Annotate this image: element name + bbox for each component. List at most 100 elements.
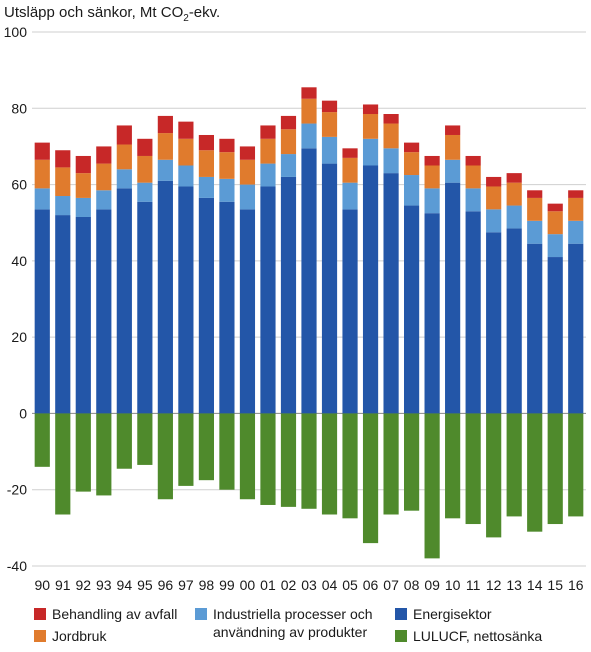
legend-swatch-avfall [34,608,46,620]
legend-label-jordbruk: Jordbruk [52,628,107,644]
bar-segment-lulucf [75,413,91,492]
bar-segment-energisektor [280,176,297,414]
bar-segment-energisektor [219,201,235,414]
bar-segment-industriella [568,220,584,244]
bar-segment-behandling [321,100,338,113]
bar-segment-jordbruk [219,152,235,179]
bar-segment-industriella [506,205,522,229]
bar-segment-industriella [301,123,317,149]
bar-segment-jordbruk [116,144,132,170]
bar-segment-jordbruk [527,197,543,221]
bar-segment-energisektor [445,182,461,414]
bar-segment-behandling [342,148,358,158]
bar-segment-industriella [137,182,153,202]
bar-segment-behandling [547,203,563,212]
bar-segment-lulucf [96,413,112,496]
legend-swatch-lulucf [395,630,407,642]
y-tick-label: 0 [19,405,27,421]
bar-segment-industriella [55,196,71,216]
bar-segment-jordbruk [137,155,153,183]
x-tick-label: 13 [506,577,522,593]
bar-segment-behandling [465,155,481,166]
bar-segment-industriella [404,175,420,206]
bar-segment-lulucf [260,413,276,505]
bar-segment-jordbruk [506,182,522,206]
bar-segment-energisektor [239,209,256,414]
bar-segment-industriella [547,234,563,258]
legend-swatch-industri [195,608,207,620]
bar-segment-energisektor [527,243,543,414]
bar-segment-jordbruk [239,159,256,185]
bar-segment-jordbruk [362,114,379,139]
bar-segment-lulucf [116,413,132,469]
legend-label-energi: Energisektor [413,606,492,622]
bar-segment-energisektor [383,173,399,414]
y-tick-label: 80 [11,100,27,116]
bar-segment-lulucf [527,413,543,532]
bar-segment-energisektor [506,228,522,414]
bar-segment-lulucf [383,413,399,515]
bar-segment-jordbruk [424,165,440,189]
bar-segment-behandling [55,150,71,168]
bar-segment-energisektor [301,148,317,414]
bar-segment-behandling [198,134,214,151]
x-tick-label: 06 [363,577,379,593]
x-tick-label: 03 [301,577,317,593]
bar-segment-jordbruk [55,167,71,197]
bar-segment-lulucf [219,413,235,490]
bar-segment-behandling [362,104,379,115]
bar-segment-jordbruk [465,165,481,189]
legend: Behandling av avfall Jordbruk Industriel… [34,602,554,650]
bar-segment-behandling [280,115,297,130]
bar-segment-jordbruk [280,129,297,155]
bar-segment-industriella [445,159,461,183]
bar-segment-industriella [219,178,235,202]
bar-segment-behandling [157,115,173,134]
bar-segment-behandling [301,87,317,99]
bar-segment-lulucf [178,413,194,486]
bar-segment-lulucf [157,413,173,500]
bar-segment-industriella [260,163,276,187]
bar-segment-behandling [424,155,440,166]
bar-segment-behandling [506,173,522,183]
bar-segment-energisektor [178,186,194,414]
x-tick-label: 15 [547,577,563,593]
x-tick-label: 94 [117,577,133,593]
bar-segment-energisektor [198,197,214,414]
bar-segment-behandling [75,155,91,174]
bar-segment-industriella [383,148,399,174]
bar-segment-lulucf [34,413,50,467]
bar-segment-behandling [445,125,461,135]
chart-title: Utsläpp och sänkor, Mt CO2-ekv. [4,4,220,24]
bar-segment-behandling [383,114,399,124]
bar-segment-lulucf [404,413,420,511]
bar-segment-lulucf [568,413,584,517]
bar-segment-energisektor [568,243,584,414]
bar-segment-industriella [280,154,297,177]
bar-segment-jordbruk [321,112,338,137]
bar-segment-energisektor [137,201,153,414]
bar-segment-jordbruk [342,157,358,183]
bar-segment-jordbruk [260,138,276,164]
x-tick-label: 01 [260,577,276,593]
bar-segment-energisektor [404,205,420,414]
bar-segment-jordbruk [34,159,50,189]
y-tick-label: 60 [11,177,27,193]
bar-segment-behandling [486,176,502,187]
bar-segment-jordbruk [75,173,91,198]
bar-segment-energisektor [260,186,276,414]
x-tick-label: 98 [199,577,215,593]
x-tick-label: 92 [76,577,92,593]
bar-segment-energisektor [424,213,440,414]
x-tick-label: 93 [96,577,112,593]
bar-segment-industriella [75,197,91,217]
bar-segment-lulucf [424,413,440,559]
bar-segment-jordbruk [486,186,502,210]
bar-segment-energisektor [362,165,379,414]
bar-segment-industriella [527,220,543,244]
x-tick-label: 10 [445,577,461,593]
bar-segment-energisektor [116,188,132,414]
bar-segment-lulucf [239,413,256,500]
x-tick-label: 02 [281,577,297,593]
